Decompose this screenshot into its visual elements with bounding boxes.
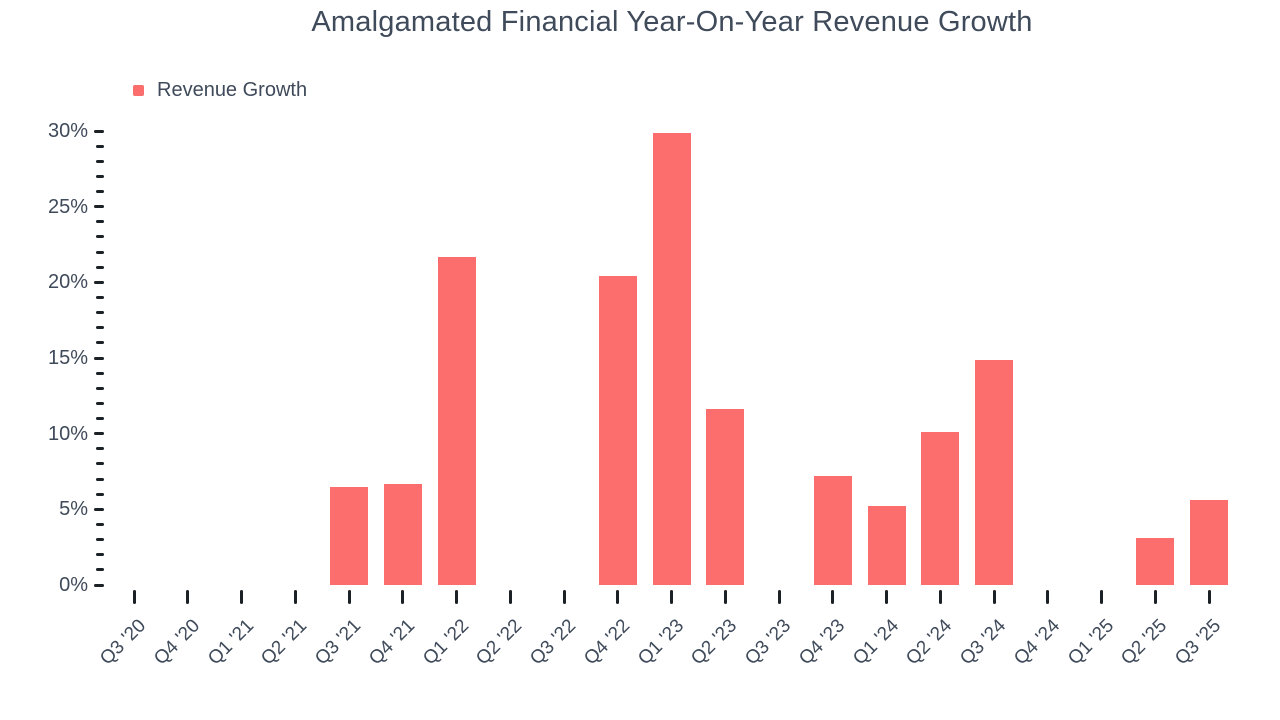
- revenue-bar[interactable]: [598, 276, 637, 585]
- y-axis-minor-tick: [96, 371, 104, 375]
- chart-title: Amalgamated Financial Year-On-Year Reven…: [311, 6, 1033, 38]
- revenue-bar[interactable]: [383, 483, 422, 585]
- legend-label: Revenue Growth: [157, 79, 308, 101]
- y-axis-minor-tick: [96, 447, 104, 451]
- y-axis-major-tick: [94, 280, 104, 284]
- revenue-bar[interactable]: [975, 359, 1013, 585]
- y-axis-minor-tick: [96, 174, 104, 178]
- x-axis-tick: [885, 590, 888, 604]
- revenue-bar[interactable]: [437, 256, 476, 585]
- x-axis-tick: [831, 590, 835, 604]
- revenue-bar[interactable]: [1190, 500, 1228, 585]
- revenue-bar[interactable]: [652, 132, 691, 585]
- x-axis-tick: [1046, 590, 1050, 604]
- y-axis-minor-tick: [96, 159, 104, 163]
- y-axis-minor-tick: [96, 386, 104, 390]
- x-axis-tick: [562, 590, 566, 604]
- y-axis-major-tick: [94, 583, 104, 587]
- y-axis-minor-tick: [96, 326, 104, 330]
- x-axis-tick: [132, 590, 136, 604]
- y-axis-tick-label: 30%: [47, 120, 88, 142]
- y-axis-minor-tick: [96, 144, 104, 148]
- revenue-bar[interactable]: [867, 506, 906, 585]
- x-axis-tick: [1153, 590, 1157, 604]
- y-axis-major-tick: [94, 432, 104, 436]
- y-axis-minor-tick: [96, 522, 104, 526]
- y-axis-minor-tick: [96, 477, 104, 481]
- x-axis-tick: [293, 590, 297, 604]
- revenue-bar[interactable]: [813, 476, 852, 585]
- x-axis-tick: [401, 590, 405, 604]
- y-axis-tick-label: 20%: [47, 271, 88, 294]
- x-axis-tick: [1100, 590, 1103, 604]
- y-axis-minor-tick: [96, 401, 104, 405]
- x-axis-tick: [938, 590, 942, 604]
- y-axis-minor-tick: [96, 311, 104, 315]
- y-axis-major-tick: [94, 356, 104, 360]
- y-axis-minor-tick: [96, 235, 104, 239]
- y-axis-tick-label: 25%: [47, 195, 88, 218]
- y-axis-minor-tick: [96, 341, 104, 345]
- y-axis-minor-tick: [96, 462, 104, 466]
- y-axis-minor-tick: [96, 492, 104, 496]
- y-axis-minor-tick: [96, 568, 104, 572]
- x-axis-tick: [1207, 590, 1211, 604]
- x-axis-label: Q3 '20: [96, 615, 151, 670]
- x-axis-tick: [670, 590, 673, 604]
- y-axis-minor-tick: [96, 265, 104, 269]
- x-axis-tick: [347, 590, 351, 604]
- y-axis-minor-tick: [96, 538, 104, 542]
- y-axis-tick-label: 0%: [59, 574, 88, 596]
- revenue-bar[interactable]: [330, 486, 368, 585]
- y-axis-minor-tick: [96, 220, 104, 224]
- revenue-bar[interactable]: [706, 409, 745, 585]
- y-axis-tick-label: 10%: [47, 422, 88, 445]
- x-axis-tick: [723, 590, 727, 604]
- y-axis-minor-tick: [96, 553, 104, 557]
- x-axis-tick: [616, 590, 620, 604]
- legend-swatch-icon: [133, 85, 144, 96]
- x-axis-tick: [777, 590, 781, 604]
- revenue-bar[interactable]: [921, 432, 960, 585]
- y-axis-minor-tick: [96, 250, 104, 254]
- y-axis-tick-label: 15%: [47, 347, 88, 369]
- x-axis-tick: [455, 590, 458, 604]
- y-axis-major-tick: [94, 507, 104, 511]
- x-axis-tick: [240, 590, 243, 604]
- x-axis-tick: [992, 590, 996, 604]
- revenue-bar[interactable]: [1136, 538, 1175, 585]
- x-axis-tick: [186, 590, 190, 604]
- x-axis-tick: [508, 590, 512, 604]
- y-axis-tick-label: 5%: [59, 498, 88, 521]
- legend: Revenue Growth: [133, 79, 307, 102]
- legend-item-revenue-growth[interactable]: Revenue Growth: [133, 79, 307, 102]
- y-axis-major-tick: [94, 129, 104, 133]
- y-axis-minor-tick: [96, 190, 104, 194]
- y-axis-minor-tick: [96, 417, 104, 421]
- y-axis-major-tick: [94, 205, 104, 209]
- y-axis-minor-tick: [96, 295, 104, 299]
